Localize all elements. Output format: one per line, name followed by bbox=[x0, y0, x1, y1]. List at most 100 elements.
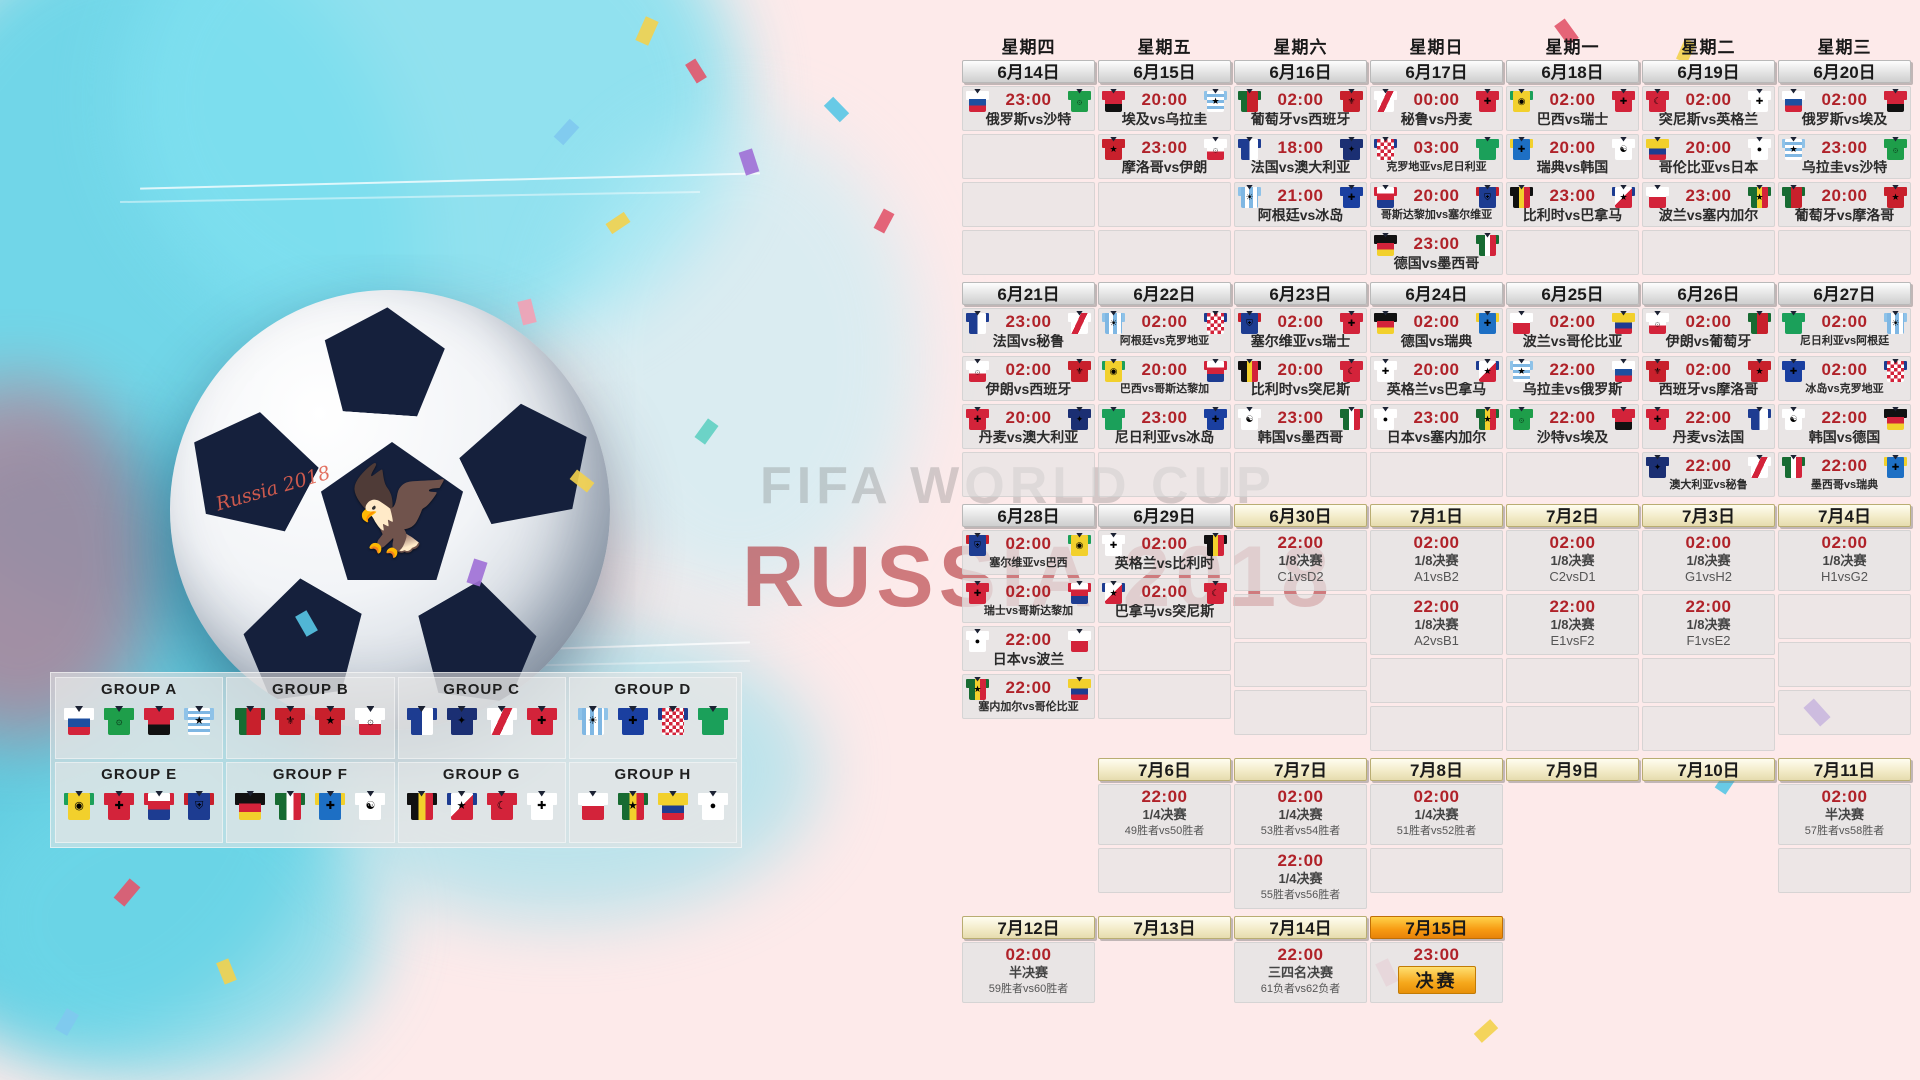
match-cell[interactable]: 20:00 ⛨ 哥斯达黎加vs塞尔维亚 bbox=[1370, 182, 1503, 227]
match-cell[interactable]: ✚ 02:00 英格兰vs比利时 bbox=[1098, 530, 1231, 575]
match-cell[interactable]: 20:00 ☾ 比利时vs突尼斯 bbox=[1234, 356, 1367, 401]
date-label-7月12日[interactable]: 7月12日 bbox=[962, 916, 1095, 939]
date-label-6月27日[interactable]: 6月27日 bbox=[1778, 282, 1911, 305]
match-cell[interactable]: 23:00 德国vs墨西哥 bbox=[1370, 230, 1503, 275]
match-cell[interactable]: ⛨ 02:00 ◉ 塞尔维亚vs巴西 bbox=[962, 530, 1095, 575]
group-box-h[interactable]: GROUP H ★ ● bbox=[568, 761, 737, 843]
date-label-7月11日[interactable]: 7月11日 bbox=[1778, 758, 1911, 781]
match-cell[interactable]: 22:00 ✚ 墨西哥vs瑞典 bbox=[1778, 452, 1911, 497]
match-cell[interactable]: ☯ 23:00 韩国vs墨西哥 bbox=[1234, 404, 1367, 449]
date-label-6月26日[interactable]: 6月26日 bbox=[1642, 282, 1775, 305]
match-cell[interactable]: 02:00 波兰vs哥伦比亚 bbox=[1506, 308, 1639, 353]
match-cell[interactable]: ★ 22:00 乌拉圭vs俄罗斯 bbox=[1506, 356, 1639, 401]
date-label-6月24日[interactable]: 6月24日 bbox=[1370, 282, 1503, 305]
match-cell[interactable]: ✚ 22:00 丹麦vs法国 bbox=[1642, 404, 1775, 449]
match-cell-knockout[interactable]: 02:00 1/8决赛 H1vsG2 bbox=[1778, 530, 1911, 591]
match-cell[interactable]: 20:00 ★ 埃及vs乌拉圭 bbox=[1098, 86, 1231, 131]
match-cell[interactable]: ★ 22:00 塞内加尔vs哥伦比亚 bbox=[962, 674, 1095, 719]
match-cell[interactable]: 23:00 ✚ 尼日利亚vs冰岛 bbox=[1098, 404, 1231, 449]
match-cell-knockout[interactable]: 22:00 1/4决赛 49胜者vs50胜者 bbox=[1098, 784, 1231, 845]
match-cell[interactable]: ● 22:00 日本vs波兰 bbox=[962, 626, 1095, 671]
date-label-7月9日[interactable]: 7月9日 bbox=[1506, 758, 1639, 781]
date-label-7月3日[interactable]: 7月3日 bbox=[1642, 504, 1775, 527]
date-label-7月14日[interactable]: 7月14日 bbox=[1234, 916, 1367, 939]
match-cell-knockout[interactable]: 02:00 1/4决赛 51胜者vs52胜者 bbox=[1370, 784, 1503, 845]
match-cell[interactable]: ☾ 02:00 ✚ 突尼斯vs英格兰 bbox=[1642, 86, 1775, 131]
date-label-7月10日[interactable]: 7月10日 bbox=[1642, 758, 1775, 781]
group-box-f[interactable]: GROUP F ✚ ☯ bbox=[226, 761, 395, 843]
date-label-6月14日[interactable]: 6月14日 bbox=[962, 60, 1095, 83]
match-cell[interactable]: 20:00 ★ 葡萄牙vs摩洛哥 bbox=[1778, 182, 1911, 227]
match-cell[interactable]: ۞ 02:00 ⚜ 伊朗vs西班牙 bbox=[962, 356, 1095, 401]
match-cell[interactable]: 20:00 ● 哥伦比亚vs日本 bbox=[1642, 134, 1775, 179]
date-label-7月13日[interactable]: 7月13日 bbox=[1098, 916, 1231, 939]
match-cell[interactable]: ◉ 02:00 ✚ 巴西vs瑞士 bbox=[1506, 86, 1639, 131]
group-box-c[interactable]: GROUP C ✦ ✚ bbox=[397, 677, 566, 759]
match-cell[interactable]: 02:00 ⚜ 葡萄牙vs西班牙 bbox=[1234, 86, 1367, 131]
match-cell[interactable]: ✚ 02:00 冰岛vs克罗地亚 bbox=[1778, 356, 1911, 401]
date-label-6月23日[interactable]: 6月23日 bbox=[1234, 282, 1367, 305]
match-cell[interactable]: 23:00 ★ 波兰vs塞内加尔 bbox=[1642, 182, 1775, 227]
match-cell[interactable]: ✚ 20:00 ✦ 丹麦vs澳大利亚 bbox=[962, 404, 1095, 449]
match-cell[interactable]: ✚ 02:00 瑞士vs哥斯达黎加 bbox=[962, 578, 1095, 623]
date-label-7月4日[interactable]: 7月4日 bbox=[1778, 504, 1911, 527]
date-label-6月29日[interactable]: 6月29日 bbox=[1098, 504, 1231, 527]
date-label-6月16日[interactable]: 6月16日 bbox=[1234, 60, 1367, 83]
match-cell[interactable]: 02:00 ✚ 德国vs瑞典 bbox=[1370, 308, 1503, 353]
date-label-6月22日[interactable]: 6月22日 bbox=[1098, 282, 1231, 305]
match-cell-knockout[interactable]: 22:00 1/8决赛 C1vsD2 bbox=[1234, 530, 1367, 591]
date-label-6月15日[interactable]: 6月15日 bbox=[1098, 60, 1231, 83]
match-cell[interactable]: ۞ 22:00 沙特vs埃及 bbox=[1506, 404, 1639, 449]
match-cell[interactable]: 02:00 俄罗斯vs埃及 bbox=[1778, 86, 1911, 131]
match-cell[interactable]: ★ 23:00 ۞ 乌拉圭vs沙特 bbox=[1778, 134, 1911, 179]
match-cell[interactable]: ● 23:00 ★ 日本vs塞内加尔 bbox=[1370, 404, 1503, 449]
match-cell[interactable]: ☀ 02:00 阿根廷vs克罗地亚 bbox=[1098, 308, 1231, 353]
match-cell[interactable]: ☯ 22:00 韩国vs德国 bbox=[1778, 404, 1911, 449]
match-cell[interactable]: ★ 02:00 ☾ 巴拿马vs突尼斯 bbox=[1098, 578, 1231, 623]
match-cell-knockout[interactable]: 02:00 1/4决赛 53胜者vs54胜者 bbox=[1234, 784, 1367, 845]
group-box-b[interactable]: GROUP B ⚜ ★ ۞ bbox=[226, 677, 395, 759]
date-label-7月2日[interactable]: 7月2日 bbox=[1506, 504, 1639, 527]
date-label-7月6日[interactable]: 7月6日 bbox=[1098, 758, 1231, 781]
date-label-6月17日[interactable]: 6月17日 bbox=[1370, 60, 1503, 83]
date-label-6月20日[interactable]: 6月20日 bbox=[1778, 60, 1911, 83]
match-cell[interactable]: ✚ 20:00 ☯ 瑞典vs韩国 bbox=[1506, 134, 1639, 179]
match-cell-knockout[interactable]: 22:00 1/8决赛 A2vsB1 bbox=[1370, 594, 1503, 655]
match-cell[interactable]: 23:00 ★ 比利时vs巴拿马 bbox=[1506, 182, 1639, 227]
match-cell-knockout[interactable]: 02:00 1/8决赛 A1vsB2 bbox=[1370, 530, 1503, 591]
match-cell[interactable]: 00:00 ✚ 秘鲁vs丹麦 bbox=[1370, 86, 1503, 131]
match-cell[interactable]: ۞ 02:00 伊朗vs葡萄牙 bbox=[1642, 308, 1775, 353]
group-box-a[interactable]: GROUP A ۞ ★ bbox=[55, 677, 224, 759]
match-cell[interactable]: ◉ 20:00 巴西vs哥斯达黎加 bbox=[1098, 356, 1231, 401]
match-cell-knockout[interactable]: 02:00 半决赛 59胜者vs60胜者 bbox=[962, 942, 1095, 1003]
match-cell[interactable]: 23:00 ۞ 俄罗斯vs沙特 bbox=[962, 86, 1095, 131]
match-cell-knockout[interactable]: 22:00 1/4决赛 55胜者vs56胜者 bbox=[1234, 848, 1367, 909]
date-label-6月19日[interactable]: 6月19日 bbox=[1642, 60, 1775, 83]
match-cell[interactable]: 03:00 克罗地亚vs尼日利亚 bbox=[1370, 134, 1503, 179]
match-cell-knockout[interactable]: 02:00 半决赛 57胜者vs58胜者 bbox=[1778, 784, 1911, 845]
match-cell-final[interactable]: 23:00 决赛 bbox=[1370, 942, 1503, 1003]
match-cell[interactable]: ✚ 20:00 ★ 英格兰vs巴拿马 bbox=[1370, 356, 1503, 401]
match-cell[interactable]: 18:00 ✦ 法国vs澳大利亚 bbox=[1234, 134, 1367, 179]
date-label-7月7日[interactable]: 7月7日 bbox=[1234, 758, 1367, 781]
date-label-6月21日[interactable]: 6月21日 bbox=[962, 282, 1095, 305]
match-cell[interactable]: ⚜ 02:00 ★ 西班牙vs摩洛哥 bbox=[1642, 356, 1775, 401]
date-label-6月30日[interactable]: 6月30日 bbox=[1234, 504, 1367, 527]
group-box-g[interactable]: GROUP G ★ ☾ ✚ bbox=[397, 761, 566, 843]
match-cell[interactable]: ★ 23:00 ۞ 摩洛哥vs伊朗 bbox=[1098, 134, 1231, 179]
match-cell[interactable]: 02:00 ☀ 尼日利亚vs阿根廷 bbox=[1778, 308, 1911, 353]
date-label-7月15日[interactable]: 7月15日 bbox=[1370, 916, 1503, 939]
match-cell[interactable]: ☀ 21:00 ✚ 阿根廷vs冰岛 bbox=[1234, 182, 1367, 227]
match-cell[interactable]: 23:00 法国vs秘鲁 bbox=[962, 308, 1095, 353]
date-label-6月25日[interactable]: 6月25日 bbox=[1506, 282, 1639, 305]
date-label-6月28日[interactable]: 6月28日 bbox=[962, 504, 1095, 527]
date-label-6月18日[interactable]: 6月18日 bbox=[1506, 60, 1639, 83]
match-cell[interactable]: ⛨ 02:00 ✚ 塞尔维亚vs瑞士 bbox=[1234, 308, 1367, 353]
match-cell-knockout[interactable]: 22:00 1/8决赛 F1vsE2 bbox=[1642, 594, 1775, 655]
match-cell-knockout[interactable]: 22:00 三四名决赛 61负者vs62负者 bbox=[1234, 942, 1367, 1003]
date-label-7月8日[interactable]: 7月8日 bbox=[1370, 758, 1503, 781]
group-box-e[interactable]: GROUP E ◉ ✚ ⛨ bbox=[55, 761, 224, 843]
match-cell-knockout[interactable]: 02:00 1/8决赛 G1vsH2 bbox=[1642, 530, 1775, 591]
match-cell-knockout[interactable]: 02:00 1/8决赛 C2vsD1 bbox=[1506, 530, 1639, 591]
group-box-d[interactable]: GROUP D ☀ ✚ bbox=[568, 677, 737, 759]
